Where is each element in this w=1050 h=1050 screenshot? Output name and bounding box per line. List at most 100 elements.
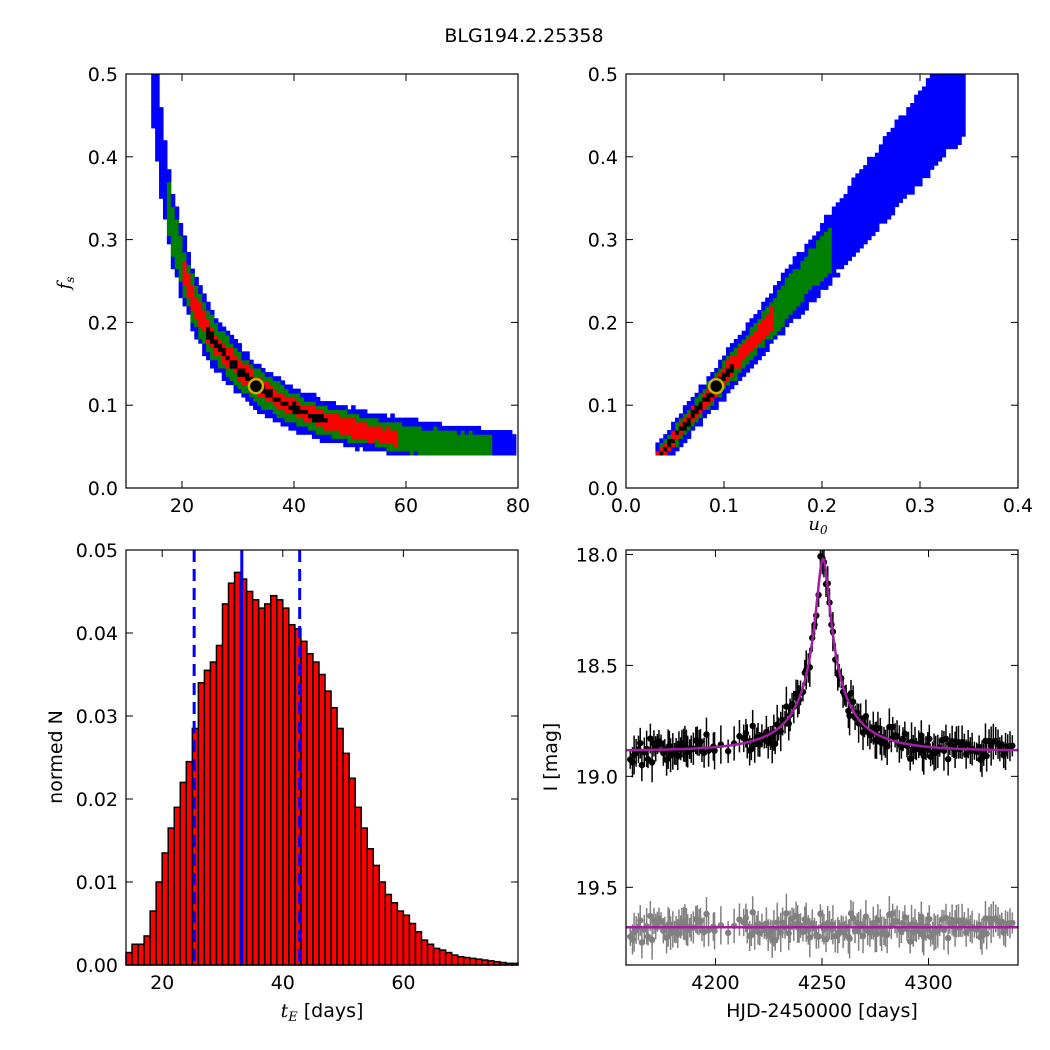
heatmap-cell: [300, 425, 305, 431]
heatmap-cell: [820, 264, 825, 270]
heatmap-cell: [937, 123, 943, 129]
heatmap-cell: [788, 297, 794, 303]
heatmap-cell: [304, 417, 309, 423]
heatmap-cell: [159, 115, 164, 121]
heatmap-cell: [949, 90, 954, 96]
heatmap-cell: [468, 434, 474, 439]
heatmap-cell: [906, 189, 911, 195]
heatmap-cell: [878, 210, 884, 216]
heatmap-cell: [190, 318, 195, 323]
heatmap-cell: [159, 169, 164, 174]
heatmap-cell: [863, 227, 868, 232]
heatmap-cell: [394, 438, 399, 444]
heatmap-cell: [710, 376, 715, 381]
heatmap-cell: [933, 90, 939, 96]
heatmap-cell: [221, 351, 227, 357]
heatmap-cell: [835, 227, 841, 232]
heatmap-cell: [390, 413, 395, 419]
heatmap-cell: [706, 388, 711, 394]
heatmap-cell: [675, 430, 680, 435]
heatmap-cell: [500, 434, 505, 439]
heatmap-cell: [894, 189, 900, 195]
heatmap-cell: [374, 413, 380, 419]
heatmap-cell: [890, 165, 896, 170]
heatmap-cell: [937, 119, 943, 125]
heatmap-cell: [480, 442, 485, 448]
heatmap-cell: [480, 438, 485, 444]
heatmap-cell: [902, 173, 907, 179]
heatmap-cell: [886, 210, 892, 216]
heatmap-cell: [851, 185, 856, 191]
heatmap-cell: [812, 243, 817, 249]
heatmap-cell: [182, 256, 188, 261]
heatmap-cell: [382, 425, 387, 431]
heatmap-cell: [686, 425, 692, 431]
heatmap-cell: [937, 94, 943, 100]
heatmap-cell: [863, 194, 868, 199]
heatmap-cell: [773, 301, 778, 307]
heatmap-cell: [820, 281, 825, 286]
heatmap-cell: [867, 231, 872, 237]
heatmap-cell: [276, 384, 282, 390]
heatmap-cell: [729, 347, 735, 352]
heatmap-cell: [162, 198, 168, 203]
heatmap-cell: [351, 434, 356, 439]
heatmap-cell: [698, 409, 704, 415]
heatmap-cell: [370, 413, 376, 419]
heatmap-cell: [237, 380, 242, 386]
heatmap-cell: [671, 438, 676, 444]
heatmap-cell: [202, 326, 207, 332]
heatmap-cell: [871, 223, 876, 228]
heatmap-cell: [827, 235, 833, 241]
heatmap-cell: [456, 438, 462, 444]
heatmap-cell: [194, 305, 199, 311]
heatmap-cell: [792, 264, 798, 270]
heatmap-cell: [937, 98, 943, 104]
heatmap-cell: [194, 314, 199, 319]
heatmap-cell: [874, 227, 880, 232]
heatmap-cell: [902, 169, 907, 174]
heatmap-cell: [315, 409, 321, 415]
heatmap-cell: [492, 438, 497, 444]
heatmap-cell: [874, 214, 880, 220]
heatmap-cell: [245, 376, 250, 381]
heatmap-cell: [843, 247, 849, 253]
heatmap-cell: [823, 285, 829, 290]
heatmap-cell: [933, 156, 939, 162]
heatmap-cell: [820, 260, 825, 266]
heatmap-cell: [488, 438, 493, 444]
heatmap-cell: [847, 223, 852, 228]
heatmap-cell: [953, 82, 958, 88]
heatmap-cell: [863, 206, 868, 212]
heatmap-cell: [217, 338, 223, 344]
heatmap-cell: [910, 119, 915, 125]
heatmap-cell: [276, 396, 282, 402]
heatmap-cell: [155, 74, 160, 79]
heatmap-cell: [155, 98, 160, 104]
heatmap-cell: [229, 376, 235, 381]
heatmap-cell: [733, 351, 739, 357]
heatmap-cell: [382, 446, 387, 452]
heatmap-cell: [855, 231, 860, 237]
heatmap-cell: [871, 214, 876, 220]
heatmap-cell: [268, 405, 274, 410]
histogram-bar: [215, 644, 224, 966]
histogram-bar: [450, 954, 459, 966]
heatmap-cell: [702, 388, 707, 394]
heatmap-cell: [733, 338, 739, 344]
heatmap-cell: [382, 430, 387, 435]
heatmap-cell: [155, 119, 160, 125]
heatmap-cell: [159, 140, 164, 145]
heatmap-cell: [851, 210, 856, 216]
heatmap-cell: [690, 421, 696, 427]
heatmap-cell: [663, 446, 668, 452]
heatmap-cell: [902, 185, 907, 191]
heatmap-cell: [871, 185, 876, 191]
heatmap-cell: [722, 380, 727, 386]
heatmap-cell: [953, 102, 958, 108]
residual-point: [783, 910, 790, 917]
heatmap-cell: [859, 194, 864, 199]
heatmap-cell: [961, 90, 966, 96]
heatmap-cell: [761, 314, 766, 319]
heatmap-cell: [761, 330, 766, 336]
